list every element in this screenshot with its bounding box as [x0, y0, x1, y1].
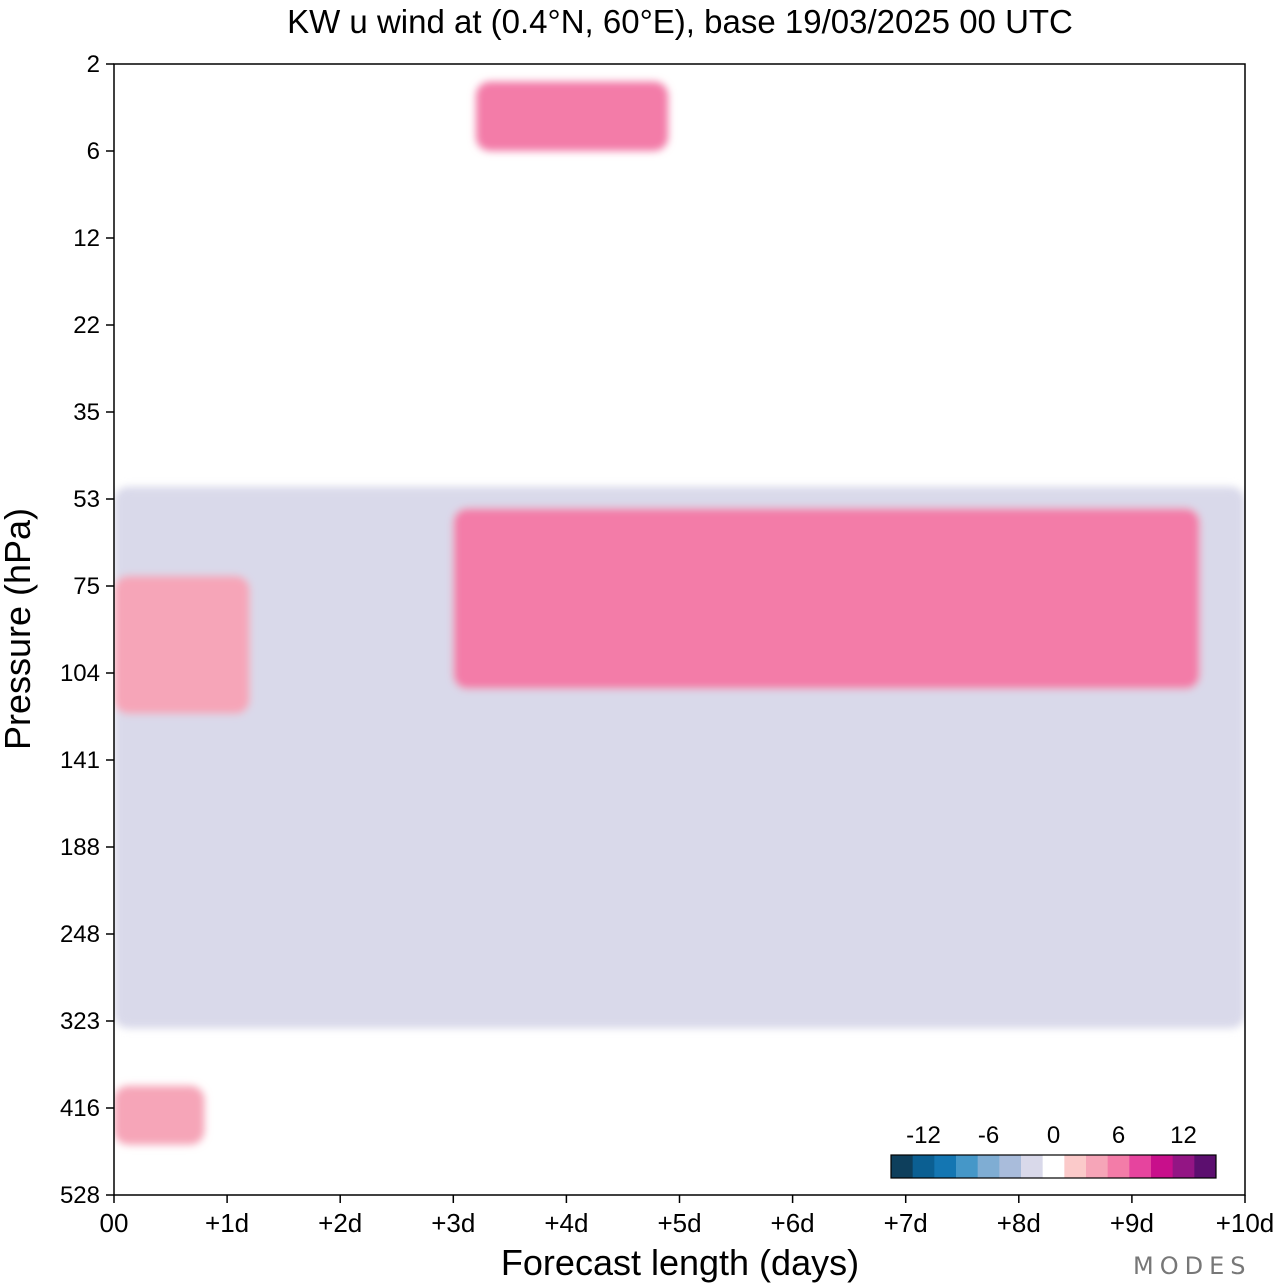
y-tick-label: 104 — [60, 660, 100, 687]
x-tick-label: +2d — [318, 1208, 362, 1238]
contour-shading — [114, 81, 1245, 1145]
x-tick-label: +8d — [997, 1208, 1041, 1238]
x-tick-label: +6d — [771, 1208, 815, 1238]
colorbar-frame — [890, 1154, 1217, 1179]
colorbar-swatch — [1129, 1155, 1152, 1178]
colorbar-tick-label: -6 — [978, 1122, 999, 1149]
y-tick-label: 141 — [60, 747, 100, 774]
colorbar-swatch — [1042, 1155, 1065, 1178]
y-tick-label: 12 — [73, 225, 100, 252]
colorbar-swatch — [1172, 1155, 1195, 1178]
colorbar-tick-label: 12 — [1170, 1122, 1197, 1149]
colorbar-swatch — [999, 1155, 1022, 1178]
colorbar-tick-label: 0 — [1047, 1122, 1060, 1149]
y-tick-label: 2 — [87, 51, 100, 78]
x-tick-label: +9d — [1110, 1208, 1154, 1238]
y-tick-label: 53 — [73, 486, 100, 513]
x-tick-label: +1d — [205, 1208, 249, 1238]
x-tick-label: +3d — [431, 1208, 475, 1238]
colorbar-swatch — [1086, 1155, 1109, 1178]
colorbar-tick-label: -12 — [906, 1122, 941, 1149]
y-tick-label: 188 — [60, 834, 100, 861]
colorbar-swatch — [1107, 1155, 1130, 1178]
y-tick-label: 6 — [87, 138, 100, 165]
contour-region-12 — [114, 1085, 205, 1145]
colorbar-swatch — [934, 1155, 957, 1178]
x-axis: 00 +1d +2d +3d +4d +5d +6d +7d +8d +9d +10d — [100, 1195, 1275, 1238]
x-axis-label: Forecast length (days) — [501, 1242, 859, 1283]
plot-area — [114, 64, 1245, 1195]
colorbar: -12 -6 0 6 12 — [890, 1122, 1217, 1179]
x-tick-label: +10d — [1216, 1208, 1275, 1238]
colorbar-swatch — [1194, 1155, 1217, 1178]
colorbar-swatch — [956, 1155, 979, 1178]
y-tick-label: 528 — [60, 1182, 100, 1209]
colorbar-swatch — [1064, 1155, 1087, 1178]
y-axis-label: Pressure (hPa) — [0, 508, 38, 750]
y-tick-label: 416 — [60, 1095, 100, 1122]
colorbar-swatch — [1151, 1155, 1174, 1178]
brand-logo: MODES — [1133, 1252, 1251, 1280]
colorbar-tick-label: 6 — [1112, 1122, 1125, 1149]
contour-region-10 — [475, 81, 669, 151]
colorbar-swatch — [891, 1155, 914, 1178]
colorbar-swatch — [912, 1155, 935, 1178]
y-axis: 2 6 12 22 35 53 75 104 141 188 248 323 416 528 — [60, 51, 114, 1209]
y-tick-label: 323 — [60, 1008, 100, 1035]
y-tick-label: 35 — [73, 399, 100, 426]
contour-region-8 — [453, 508, 1200, 690]
x-tick-label: +5d — [657, 1208, 701, 1238]
chart-title: KW u wind at (0.4°N, 60°E), base 19/03/2… — [287, 3, 1073, 40]
x-tick-label: 00 — [100, 1208, 129, 1238]
x-tick-label: +4d — [544, 1208, 588, 1238]
contour-region-11 — [114, 575, 250, 714]
y-tick-label: 248 — [60, 921, 100, 948]
colorbar-swatch — [977, 1155, 1000, 1178]
colorbar-swatch — [1021, 1155, 1044, 1178]
x-tick-label: +7d — [884, 1208, 928, 1238]
y-tick-label: 75 — [73, 573, 100, 600]
y-tick-label: 22 — [73, 312, 100, 339]
